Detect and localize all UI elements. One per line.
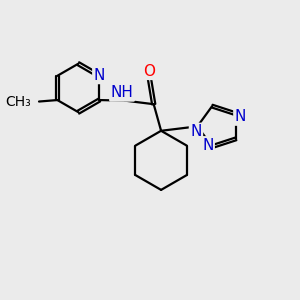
Text: N: N bbox=[202, 138, 213, 153]
Text: N: N bbox=[94, 68, 105, 83]
Text: N: N bbox=[235, 109, 246, 124]
Text: NH: NH bbox=[111, 85, 134, 100]
Text: CH₃: CH₃ bbox=[5, 94, 31, 109]
Text: N: N bbox=[190, 124, 202, 139]
Text: O: O bbox=[143, 64, 155, 79]
